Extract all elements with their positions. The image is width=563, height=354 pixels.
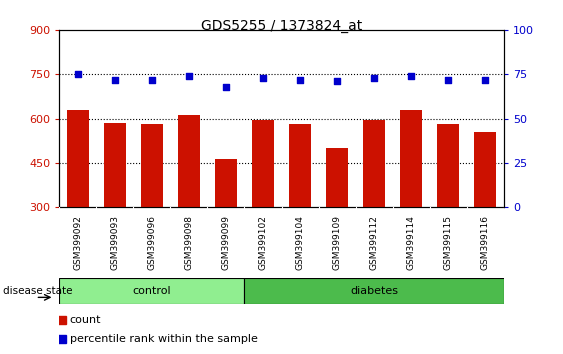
Point	[444, 77, 453, 82]
Text: diabetes: diabetes	[350, 286, 398, 296]
Bar	[178, 115, 200, 207]
Text: GSM399114: GSM399114	[406, 215, 415, 270]
Text: GSM399115: GSM399115	[444, 215, 453, 270]
Point	[258, 75, 267, 81]
Text: GDS5255 / 1373824_at: GDS5255 / 1373824_at	[201, 19, 362, 34]
Text: control: control	[132, 286, 171, 296]
Bar	[474, 132, 497, 207]
Text: percentile rank within the sample: percentile rank within the sample	[70, 333, 258, 344]
Point	[333, 79, 342, 84]
Point	[296, 77, 305, 82]
Point	[184, 73, 193, 79]
Text: GSM399099: GSM399099	[221, 215, 230, 270]
Bar	[363, 120, 385, 207]
Text: GSM399112: GSM399112	[370, 215, 379, 270]
Bar	[215, 159, 237, 207]
Text: GSM399093: GSM399093	[110, 215, 119, 270]
Point	[110, 77, 119, 82]
Point	[370, 75, 379, 81]
Point	[148, 77, 157, 82]
Text: GSM399109: GSM399109	[333, 215, 342, 270]
Bar	[437, 125, 459, 207]
Bar	[66, 110, 89, 207]
Bar	[400, 110, 422, 207]
Point	[406, 73, 415, 79]
Text: GSM399104: GSM399104	[296, 215, 305, 270]
Text: GSM399092: GSM399092	[73, 215, 82, 270]
Bar	[141, 124, 163, 207]
Bar	[326, 148, 348, 207]
Point	[481, 77, 490, 82]
Text: GSM399098: GSM399098	[184, 215, 193, 270]
Text: GSM399116: GSM399116	[481, 215, 490, 270]
Text: count: count	[70, 315, 101, 325]
Bar	[244, 278, 504, 304]
Point	[221, 84, 230, 90]
Text: GSM399102: GSM399102	[258, 215, 267, 270]
Bar	[104, 123, 126, 207]
Point	[73, 72, 82, 77]
Bar	[289, 124, 311, 207]
Text: GSM399096: GSM399096	[148, 215, 157, 270]
Bar	[59, 278, 244, 304]
Text: disease state: disease state	[3, 286, 72, 296]
Bar	[252, 120, 274, 207]
